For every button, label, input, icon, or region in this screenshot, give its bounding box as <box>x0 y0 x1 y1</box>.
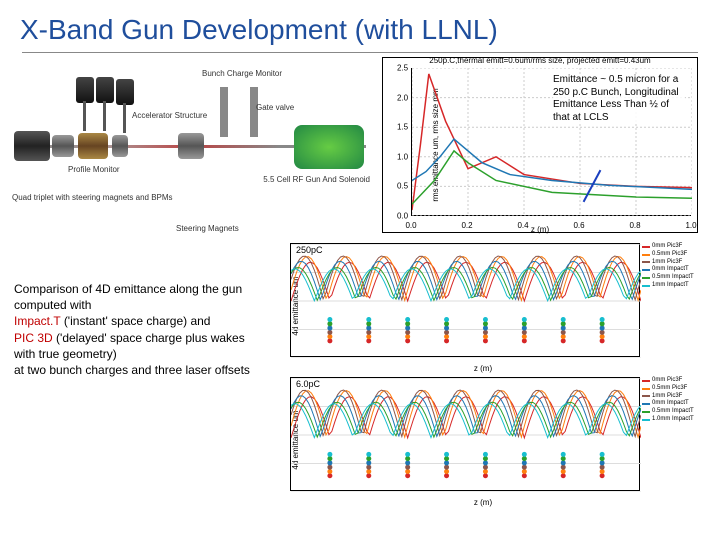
c2b-label: 6.0pC <box>296 379 320 389</box>
c2a-xl: z (m) <box>474 364 492 373</box>
lbl-accel: Accelerator Structure <box>132 111 207 120</box>
txt-l4: at two bunch charges and three laser off… <box>14 362 258 378</box>
c2a-legend: 0mm Pic3F0.5mm Pic3F1mm Pic3F0mm ImpactT… <box>642 243 698 290</box>
emittance-chart: 250p.C,thermal emitt=0.6um/rms size, pro… <box>382 57 698 233</box>
c2a-plot <box>290 243 640 357</box>
chart-6pc: 4d emittance um 6.0pC 0mm Pic3F0.5mm Pic… <box>268 375 698 505</box>
comparison-text: Comparison of 4D emittance along the gun… <box>14 241 258 509</box>
bottom-row: Comparison of 4D emittance along the gun… <box>0 233 720 509</box>
txt-l3: PIC 3D ('delayed' space charge plus wake… <box>14 330 258 362</box>
bunch-pipe <box>220 87 228 137</box>
motor2 <box>96 77 114 103</box>
lbl-profile-monitor: Profile Monitor <box>68 165 120 174</box>
txt-l2: Impact.T ('instant' space charge) and <box>14 313 258 329</box>
c2b-xl: z (m) <box>474 498 492 507</box>
top-row: Profile Monitor Quad triplet with steeri… <box>0 53 720 233</box>
lbl-steering: Steering Magnets <box>176 224 239 233</box>
lbl-quad: Quad triplet with steering magnets and B… <box>12 193 173 202</box>
c2b-legend: 0mm Pic3F0.5mm Pic3F1mm Pic3F0mm ImpactT… <box>642 377 698 424</box>
rod3 <box>123 103 126 133</box>
gate-pipe <box>250 87 258 137</box>
chart1-xlabel: z (m) <box>531 225 549 234</box>
chart1-callout: Emittance ~ 0.5 micron for a 250 p.C Bun… <box>553 74 685 124</box>
rf-gun-solenoid <box>294 125 364 169</box>
bpm1 <box>52 135 74 157</box>
rod1 <box>83 101 86 131</box>
lbl-gate: Gate valve <box>256 103 294 112</box>
c2a-label: 250pC <box>296 245 323 255</box>
chart-250pc: 4d emittance um 250pC 0mm Pic3F0.5mm Pic… <box>268 241 698 371</box>
c2b-plot <box>290 377 640 491</box>
cad-render: Profile Monitor Quad triplet with steeri… <box>14 57 374 233</box>
accel-structure <box>78 133 108 159</box>
lbl-bunch: Bunch Charge Monitor <box>202 69 282 78</box>
rod2 <box>103 101 106 131</box>
motor1 <box>76 77 94 103</box>
monitor-block <box>178 133 204 159</box>
page-title: X-Band Gun Development (with LLNL) <box>0 0 720 50</box>
chart1-title: 250p.C,thermal emitt=0.6um/rms size, pro… <box>383 56 697 65</box>
right-charts: 4d emittance um 250pC 0mm Pic3F0.5mm Pic… <box>268 241 698 509</box>
txt-l1: Comparison of 4D emittance along the gun… <box>14 281 258 313</box>
quad-triplet <box>14 131 50 161</box>
lbl-gun: 5.5 Cell RF Gun And Solenoid <box>263 175 370 184</box>
motor3 <box>116 79 134 105</box>
bpm2 <box>112 135 128 157</box>
